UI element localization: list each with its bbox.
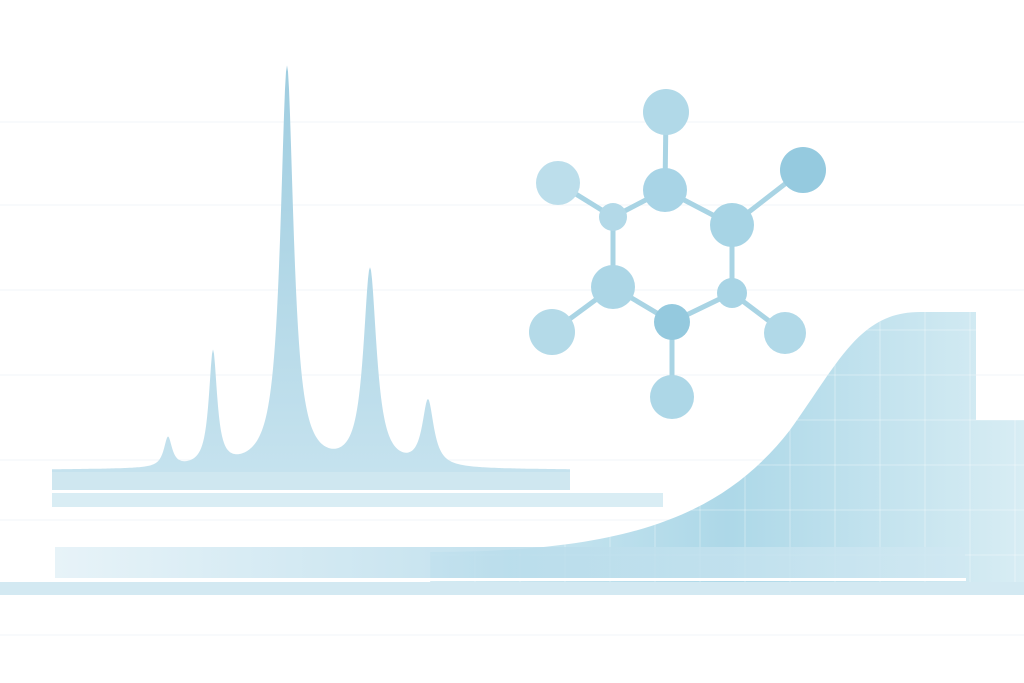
atom <box>717 278 747 308</box>
atom <box>643 168 687 212</box>
atom <box>764 312 806 354</box>
atom <box>710 203 754 247</box>
sigmoid-area <box>430 312 1024 590</box>
atoms <box>529 89 826 419</box>
atom <box>643 89 689 135</box>
atom <box>599 203 627 231</box>
molecule <box>550 111 805 397</box>
spectrum-base <box>52 472 570 490</box>
wide-bar <box>55 547 965 578</box>
atom <box>529 309 575 355</box>
atom <box>591 265 635 309</box>
separator <box>0 578 966 581</box>
atom <box>650 375 694 419</box>
atom <box>654 304 690 340</box>
atom <box>536 161 580 205</box>
atom <box>780 147 826 193</box>
baseline-bar <box>52 493 663 507</box>
spectrum-peaks <box>52 65 570 473</box>
floor-bar <box>0 582 1024 595</box>
